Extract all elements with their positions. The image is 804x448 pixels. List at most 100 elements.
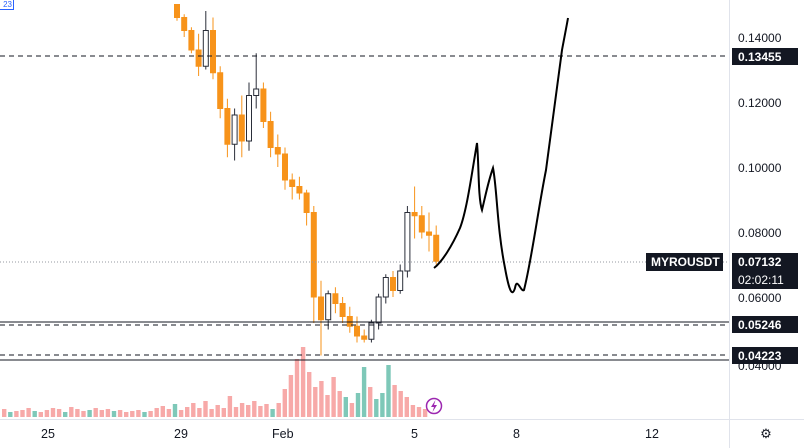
- volume-bar: [398, 391, 403, 417]
- volume-bar: [264, 404, 269, 417]
- volume-bar: [185, 407, 190, 417]
- price-tick: 0.10000: [738, 161, 782, 175]
- volume-bar: [111, 411, 117, 417]
- current-price: 0.07132: [738, 255, 782, 269]
- volume-bar: [307, 372, 312, 417]
- volume-bar: [105, 409, 111, 417]
- countdown: 02:02:11: [738, 273, 784, 287]
- volume-bar: [246, 405, 251, 417]
- volume-bar: [50, 408, 56, 417]
- volume-bar: [300, 347, 306, 417]
- candle: [238, 95, 245, 158]
- candle: [418, 206, 425, 239]
- volume-bar: [380, 393, 385, 417]
- corner-badge: 23: [0, 0, 14, 10]
- volume-bar: [172, 404, 178, 417]
- candle: [325, 290, 332, 330]
- volume-bar: [422, 409, 428, 417]
- volume-bar: [374, 399, 379, 417]
- candle: [354, 316, 360, 343]
- candle: [282, 147, 288, 190]
- candle: [433, 225, 440, 265]
- candle: [224, 98, 231, 158]
- volume-bar: [239, 403, 245, 417]
- time-tick: 25: [41, 427, 55, 441]
- volume-bar: [355, 393, 361, 417]
- price-line-tag-1: [732, 48, 798, 65]
- candle: [181, 14, 188, 37]
- volume-bar: [337, 391, 342, 417]
- volume-bar: [44, 410, 50, 417]
- candle: [210, 17, 216, 80]
- time-tick: Feb: [272, 427, 294, 441]
- volume-bar: [191, 403, 196, 417]
- volume-bar: [63, 412, 68, 417]
- volume-bar: [8, 412, 13, 417]
- volume-bar: [276, 403, 281, 417]
- flash-icon[interactable]: [425, 397, 443, 415]
- volume-bar: [99, 410, 104, 417]
- volume-bar: [319, 381, 324, 417]
- current-price-tag: [732, 253, 798, 289]
- volume-bar: [136, 410, 141, 417]
- volume-bar: [14, 411, 19, 417]
- candle: [411, 186, 418, 239]
- volume-bar: [361, 367, 367, 417]
- candle: [174, 4, 180, 21]
- volume-bar: [343, 397, 348, 417]
- candle: [332, 287, 339, 314]
- candle: [382, 274, 389, 304]
- volume-bar: [26, 408, 31, 417]
- volume-bar: [154, 408, 159, 417]
- candle: [188, 27, 195, 54]
- volume-bar: [197, 408, 202, 417]
- volume-bar: [410, 405, 416, 417]
- candle: [231, 108, 238, 161]
- volume-bar: [117, 410, 123, 417]
- volume-bar: [221, 408, 226, 417]
- gear-icon[interactable]: ⚙: [760, 426, 772, 441]
- candle: [289, 173, 296, 200]
- candle: [390, 271, 396, 297]
- candle: [397, 264, 404, 294]
- volume-bar: [87, 410, 92, 417]
- candle: [426, 212, 432, 252]
- volume-bar: [160, 406, 165, 417]
- candle: [368, 319, 375, 343]
- candle: [375, 293, 382, 330]
- volume-bar: [142, 412, 147, 417]
- price-line-tag-2-text: 0.05246: [738, 318, 782, 332]
- price-line-tag-2: [732, 316, 798, 333]
- volume-bar: [178, 410, 184, 417]
- candle: [303, 189, 310, 226]
- candle: [260, 82, 267, 128]
- volume-bar: [392, 385, 397, 417]
- corner-badge-text: 23: [3, 0, 12, 9]
- volume-bar: [270, 409, 275, 417]
- candle: [361, 329, 368, 343]
- volume-bar: [294, 359, 300, 417]
- symbol-label: MYROUSDT: [651, 255, 720, 269]
- volume-bar: [20, 410, 25, 417]
- candle: [202, 11, 209, 70]
- time-tick: 5: [411, 427, 418, 441]
- volume-bar: [148, 411, 153, 417]
- price-tick: 0.12000: [738, 96, 782, 110]
- projection-curve: [433, 17, 569, 294]
- volume-bar: [2, 409, 7, 417]
- volume-bar: [32, 411, 37, 417]
- candle: [339, 297, 346, 323]
- volume-bar: [93, 408, 98, 417]
- volume-bar: [233, 407, 239, 417]
- volume-bar: [56, 409, 62, 417]
- price-tick: 0.06000: [738, 291, 782, 305]
- volume-bar: [130, 411, 135, 417]
- price-tick: 0.08000: [738, 226, 782, 240]
- volume-bar: [325, 395, 330, 417]
- candle: [253, 53, 260, 109]
- volume-bar: [288, 375, 294, 417]
- candle: [346, 306, 353, 333]
- volume-bar: [69, 407, 74, 417]
- candle: [267, 111, 274, 158]
